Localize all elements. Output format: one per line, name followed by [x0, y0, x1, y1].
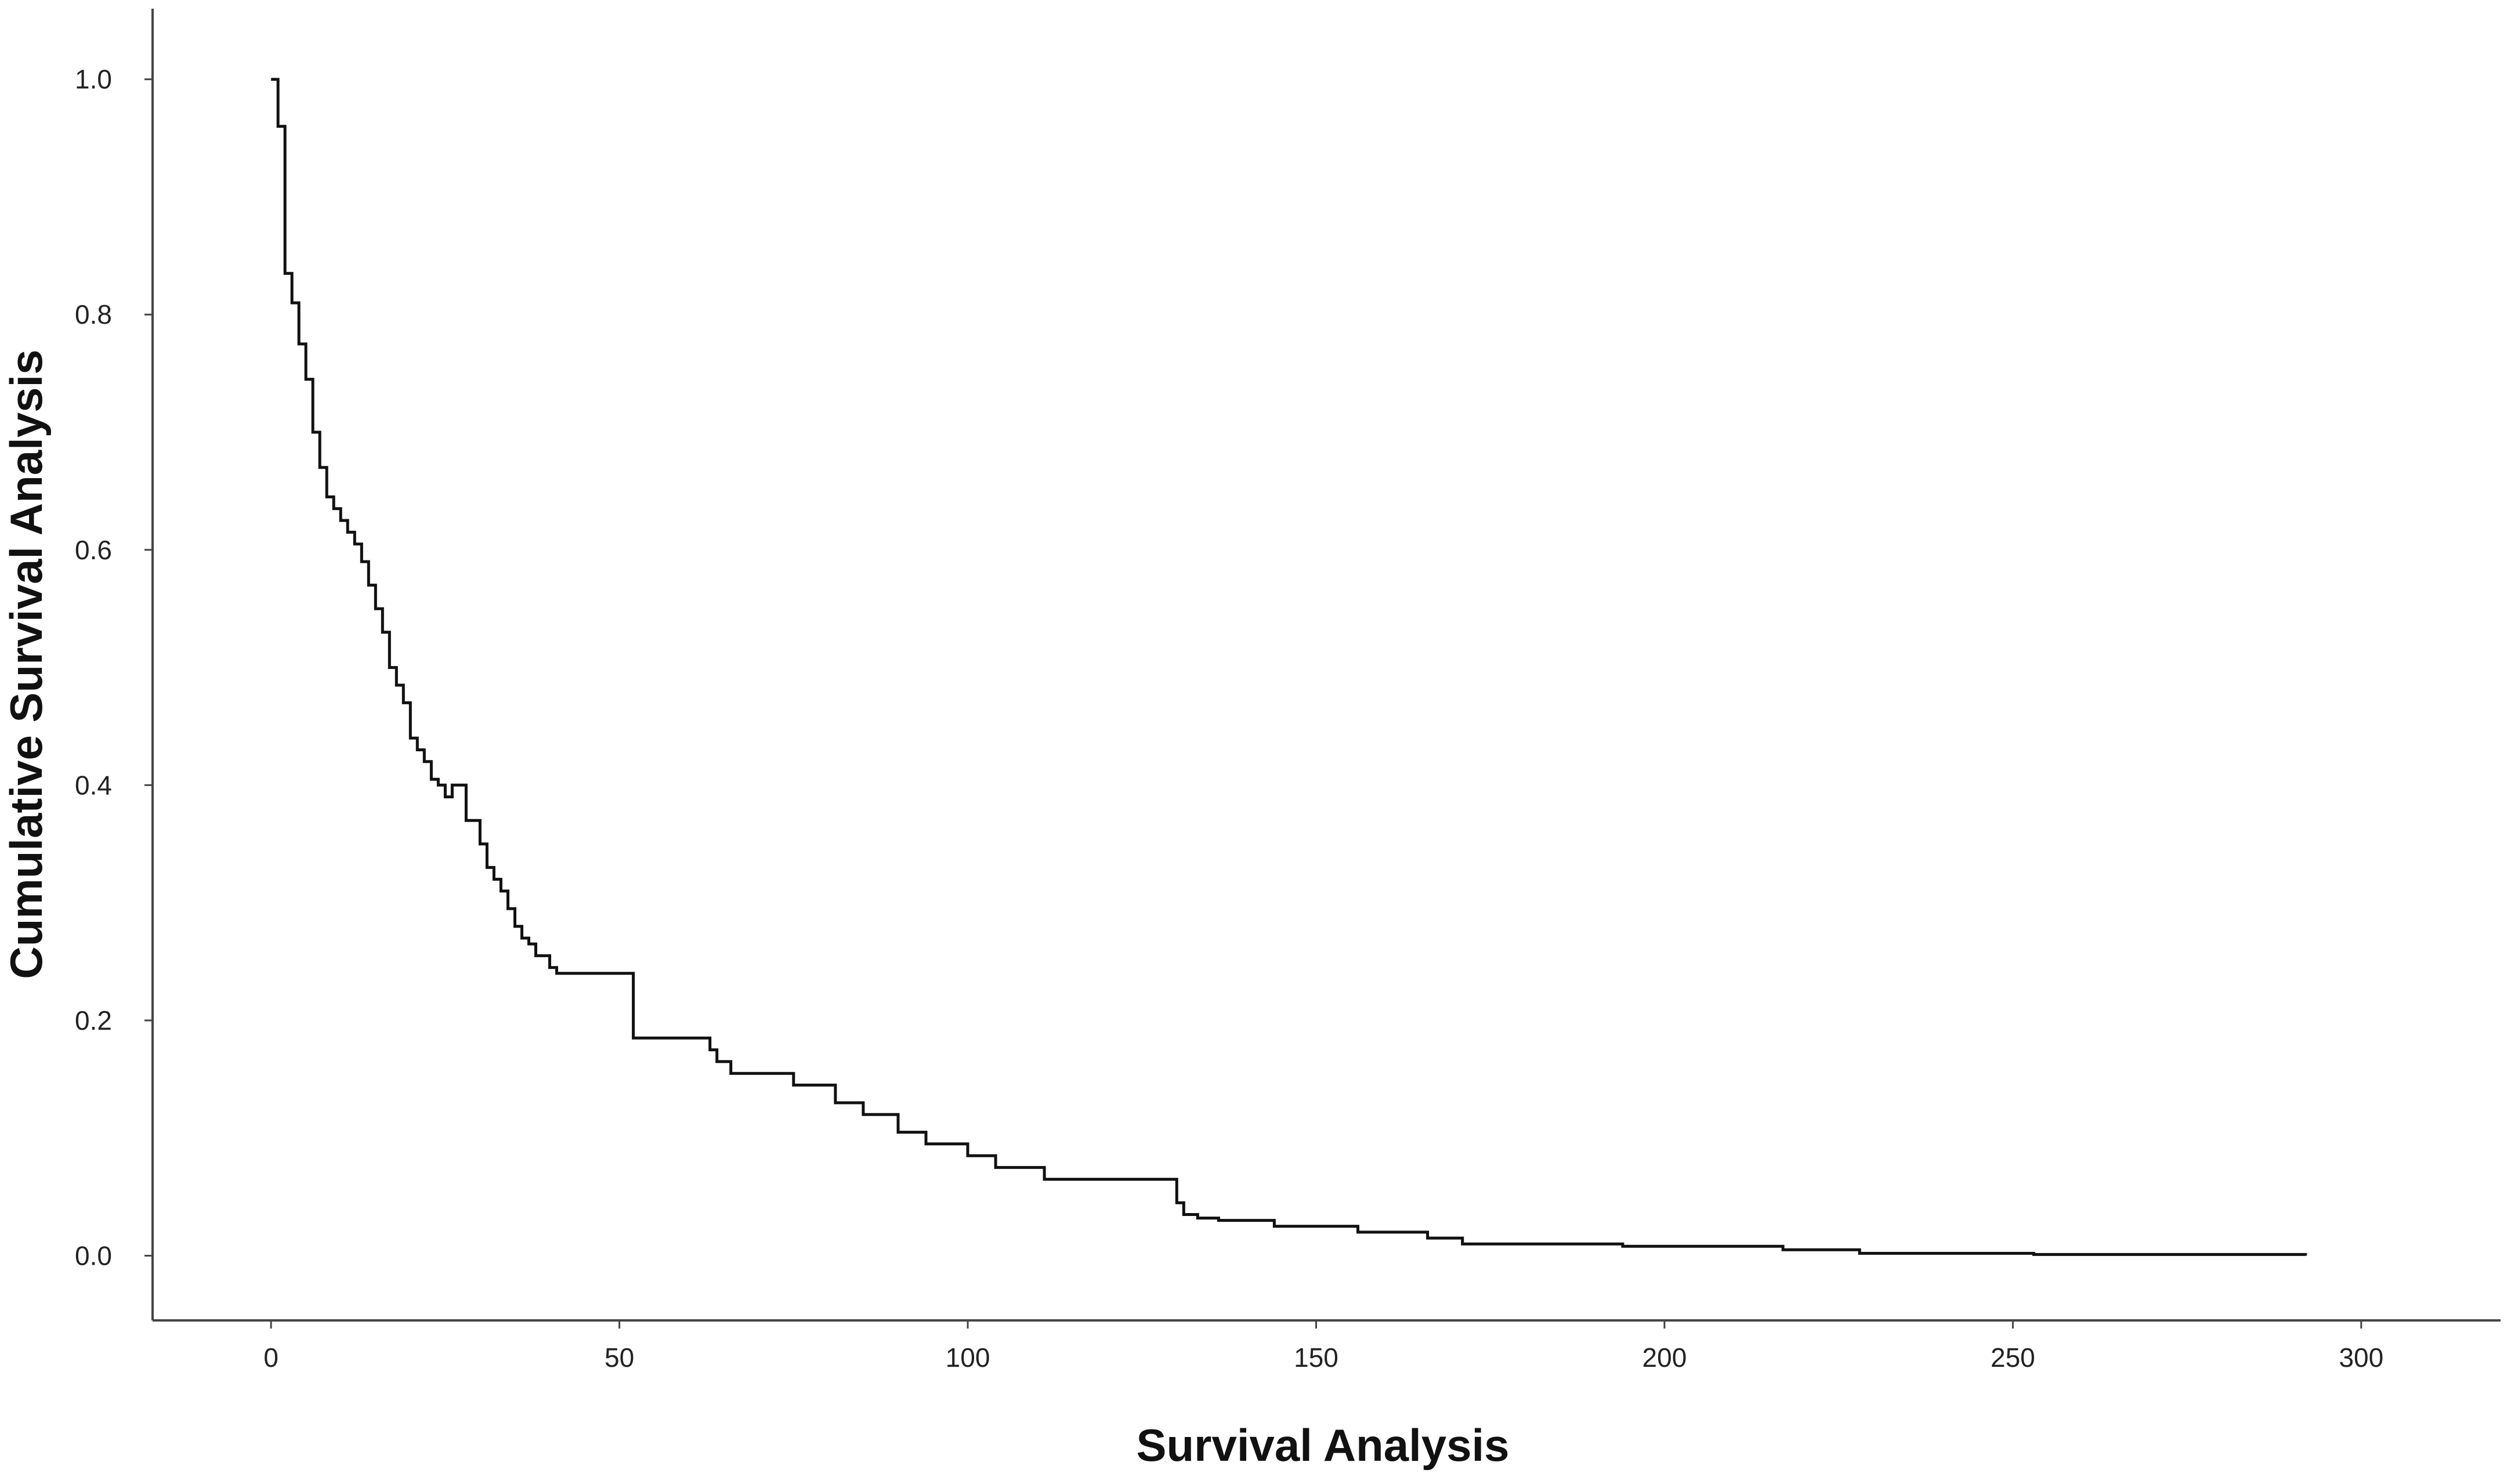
plot-series — [271, 78, 2307, 1256]
y-tick-label: 0.2 — [75, 1005, 112, 1036]
x-tick-label: 0 — [263, 1342, 278, 1373]
x-tick-label: 250 — [1991, 1342, 2035, 1373]
x-ticks: 0 50 100 150 200 250 300 — [263, 1320, 2383, 1373]
x-tick-label: 100 — [946, 1342, 990, 1373]
axes — [151, 9, 2501, 1322]
y-axis-title: Cumulative Survival Analysis — [1, 349, 52, 979]
x-tick-label: 300 — [2339, 1342, 2383, 1373]
y-tick-label: 0.4 — [75, 770, 112, 800]
y-ticks: 0.0 0.2 0.4 0.6 0.8 1.0 — [75, 64, 153, 1271]
x-tick-label: 200 — [1642, 1342, 1687, 1373]
x-axis-title: Survival Analysis — [1136, 1420, 1509, 1471]
y-tick-label: 0.8 — [75, 299, 112, 330]
x-tick-label: 150 — [1294, 1342, 1338, 1373]
survival-curve — [271, 78, 2307, 1256]
y-tick-label: 1.0 — [75, 64, 112, 95]
y-tick-label: 0.6 — [75, 535, 112, 565]
y-tick-label: 0.0 — [75, 1240, 112, 1271]
x-tick-label: 50 — [605, 1342, 634, 1373]
